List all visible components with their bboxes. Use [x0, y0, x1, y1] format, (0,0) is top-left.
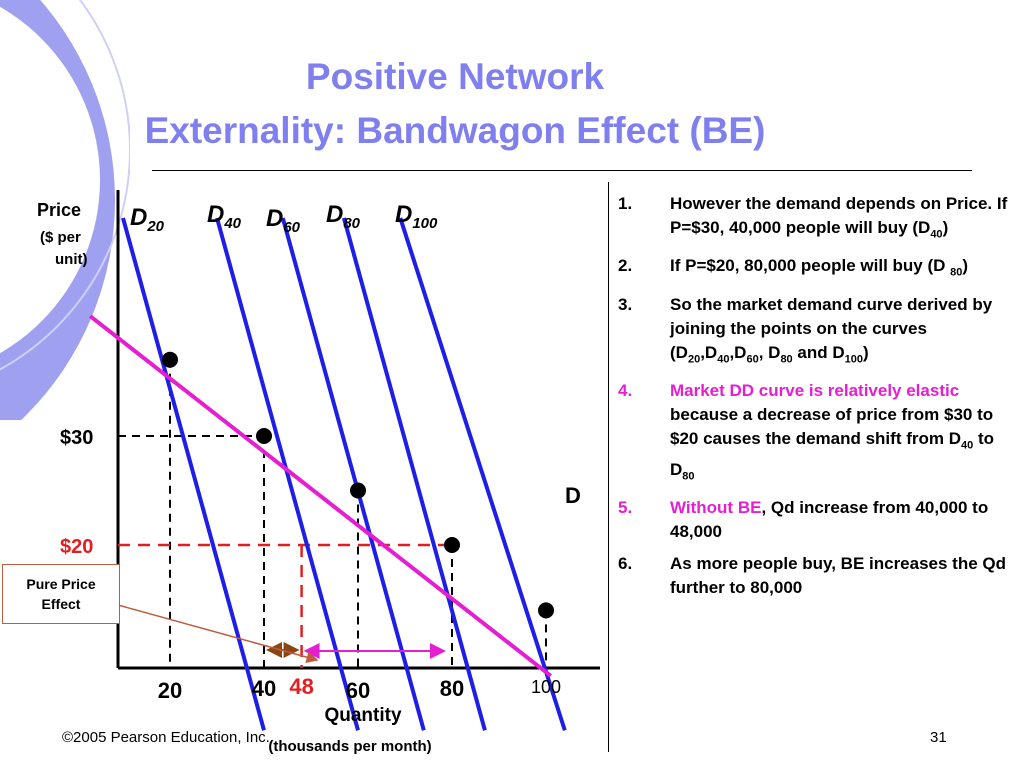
note-subscript: 80 — [780, 353, 793, 366]
x-axis-label-sub: (thousands per month) — [268, 738, 431, 755]
curve-label-main: D — [266, 205, 283, 232]
pure-price-effect-callout: Pure Price Effect — [2, 564, 120, 624]
curve-label-sub: 40 — [223, 215, 241, 232]
curve-label-d20: D20 — [130, 204, 165, 235]
title-divider — [152, 170, 972, 171]
callout-line2: Effect — [41, 596, 81, 612]
x-tick-label-60: 60 — [346, 678, 370, 703]
curve-label-sub: 60 — [283, 219, 300, 236]
curve-label-main: D — [130, 204, 147, 231]
x-tick-label-80: 80 — [440, 676, 464, 701]
equilibrium-point-d80 — [444, 537, 460, 553]
note-subscript: 80 — [950, 266, 963, 279]
note-number: 2. — [618, 256, 633, 276]
equilibrium-point-d40 — [256, 428, 272, 444]
note-fragment: However the demand depends on Price. If … — [670, 194, 1008, 237]
callout-connector — [117, 604, 319, 663]
note-fragment: , D — [758, 342, 781, 362]
note-fragment: ) — [863, 342, 869, 362]
note-text: If P=$20, 80,000 people will buy (D 80) — [670, 254, 1018, 284]
note-fragment: Market DD curve is relatively elastic — [670, 381, 960, 401]
y-axis-label-sub1: ($ per — [40, 229, 81, 246]
y-tick-label-30: $30 — [60, 427, 93, 449]
note-fragment: As more people buy, BE increases the Qd … — [670, 553, 1007, 597]
note-fragment: ,D — [729, 342, 747, 362]
note-item: 5. Without BE, Qd increase from 40,000 to… — [618, 496, 1018, 544]
note-text: As more people buy, BE increases the Qd … — [670, 552, 1018, 600]
curve-d80 — [341, 217, 487, 731]
note-fragment: , Qd increase from 40,000 to 48,000 — [670, 497, 989, 541]
curve-d20 — [121, 217, 266, 731]
note-subscript: 40 — [717, 353, 730, 366]
notes-list: 1. However the demand depends on Price. I… — [618, 192, 1018, 608]
curve-label-sub: 80 — [343, 215, 360, 232]
note-subscript: 60 — [746, 353, 759, 366]
curve-label-main: D — [207, 201, 224, 228]
note-text: However the demand depends on Price. If … — [670, 192, 1018, 246]
x-tick-label-48: 48 — [289, 674, 313, 699]
note-fragment: ) — [962, 256, 969, 276]
equilibrium-point-d20 — [162, 351, 178, 368]
slide-title-line2: Externality: Bandwagon Effect (BE) — [144, 110, 766, 151]
x-tick-label-40: 40 — [252, 676, 276, 701]
note-subscript: 40 — [960, 439, 974, 452]
note-number: 5. — [618, 497, 633, 517]
decorative-circles — [0, 0, 130, 420]
note-fragment: ,D — [700, 342, 718, 362]
note-fragment: ) — [942, 218, 949, 237]
note-item: 4. Market DD curve is relatively elastic … — [618, 379, 1018, 488]
note-subscript: 40 — [930, 228, 943, 241]
curve-label-sub: 20 — [146, 218, 164, 235]
note-fragment: If P=$20, 80,000 people will buy (D — [670, 256, 951, 276]
copyright-text: ©2005 Pearson Education, Inc. — [62, 729, 270, 746]
x-tick-label-100: 100 — [531, 677, 561, 697]
note-fragment: because a decrease of price from $30 to … — [670, 405, 994, 449]
curve-label-sub: 100 — [412, 215, 438, 232]
note-item: 1. However the demand depends on Price. I… — [618, 192, 1018, 246]
curve-d100 — [398, 217, 567, 731]
note-text: Market DD curve is relatively elastic be… — [670, 379, 1018, 488]
note-item: 6. As more people buy, BE increases the Q… — [618, 552, 1018, 600]
note-subscript: 100 — [844, 353, 863, 366]
curve-label-main: D — [326, 201, 343, 228]
y-axis-label-sub2: unit) — [55, 251, 87, 268]
x-axis-label: Quantity — [324, 705, 401, 726]
note-number: 3. — [618, 294, 633, 314]
note-item: 3. So the market demand curve derived by … — [618, 293, 1018, 371]
note-fragment: Without BE — [670, 497, 762, 517]
note-number: 1. — [618, 194, 633, 213]
note-fragment: to D — [670, 429, 995, 479]
curve-d40 — [215, 217, 360, 731]
equilibrium-point-d100 — [538, 602, 554, 619]
note-fragment: and D — [792, 342, 845, 362]
note-text: So the market demand curve derived by jo… — [670, 293, 1018, 371]
note-subscript: 80 — [682, 469, 695, 482]
note-number: 6. — [618, 553, 633, 573]
curve-label-d80: D80 — [326, 201, 361, 232]
y-tick-label-20: $20 — [60, 536, 93, 558]
curve-label-d40: D40 — [207, 201, 242, 232]
callout-line1: Pure Price — [26, 576, 96, 592]
equilibrium-point-d60 — [350, 482, 366, 499]
curve-label-market-d: D — [565, 483, 581, 508]
page-number: 31 — [930, 729, 947, 746]
note-fragment: So the market demand curve derived by jo… — [670, 294, 993, 362]
curve-d — [88, 314, 552, 678]
curve-d60 — [280, 217, 426, 731]
note-subscript: 20 — [687, 353, 701, 366]
note-text: Without BE, Qd increase from 40,000 to 4… — [670, 496, 1018, 544]
curve-label-main: D — [395, 201, 412, 228]
note-item: 2. If P=$20, 80,000 people will buy (D 80… — [618, 254, 1018, 284]
slide-title-line1: Positive Network — [305, 56, 605, 97]
x-tick-label-20: 20 — [158, 678, 182, 703]
curve-label-d60: D60 — [266, 205, 301, 236]
note-number: 4. — [618, 381, 633, 401]
y-axis-label: Price — [37, 200, 81, 220]
panel-divider — [608, 182, 609, 752]
curve-label-d100: D100 — [395, 201, 438, 232]
